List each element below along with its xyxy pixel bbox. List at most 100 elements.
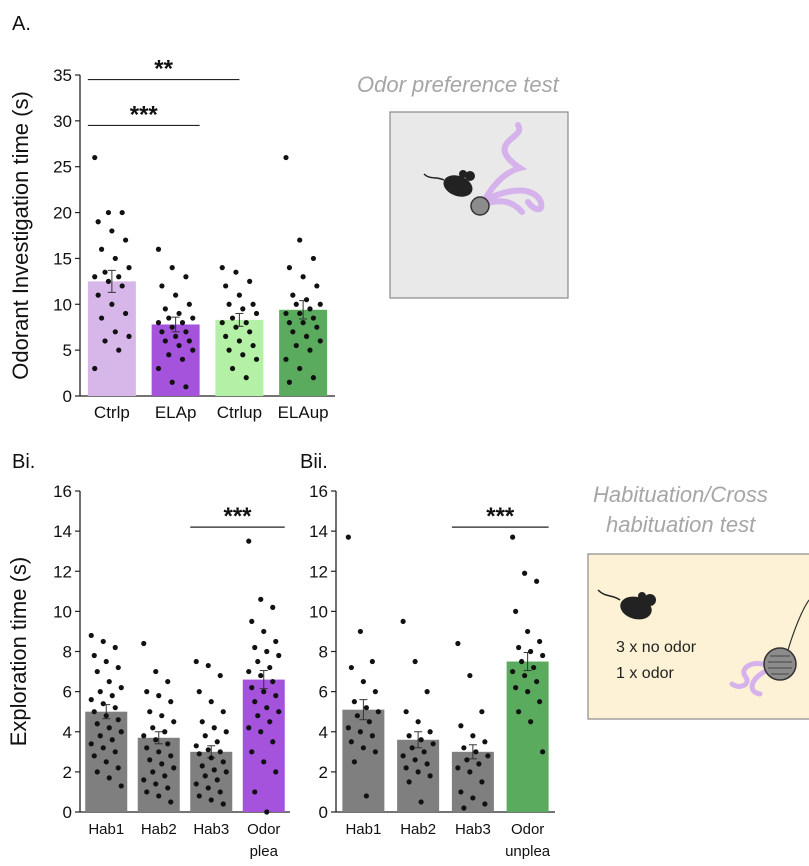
data-point — [153, 781, 159, 787]
data-point — [190, 315, 196, 321]
data-point — [300, 320, 306, 326]
y-tick-label: 0 — [63, 803, 72, 822]
data-point — [360, 678, 366, 685]
hab-line2: 1 x odor — [616, 665, 674, 682]
data-point — [247, 329, 253, 335]
data-point — [461, 745, 467, 751]
x-tick-label: Odor — [511, 821, 544, 838]
y-tick-label: 30 — [53, 112, 72, 131]
data-point — [249, 749, 255, 755]
data-point — [193, 743, 199, 749]
data-point — [540, 652, 546, 659]
data-point — [369, 658, 375, 665]
hab-title-line1: Habituation/Cross — [593, 482, 768, 507]
data-point — [94, 769, 100, 775]
x-tick-label: Hab1 — [88, 821, 124, 838]
data-point — [141, 640, 147, 647]
data-point — [258, 672, 264, 679]
data-point — [240, 306, 246, 312]
data-point — [153, 668, 159, 675]
data-point — [406, 733, 412, 739]
data-point — [297, 237, 303, 243]
data-point — [351, 699, 357, 705]
data-point — [470, 733, 476, 739]
odor-plume-icon-hab — [729, 660, 769, 697]
data-point — [240, 352, 246, 358]
panel-label-bii: Bii. — [300, 451, 328, 473]
data-point — [249, 685, 255, 691]
data-point — [112, 644, 118, 651]
data-point — [220, 709, 226, 715]
bar-odor — [242, 679, 285, 812]
data-point — [310, 375, 317, 381]
bar-hab3 — [451, 751, 494, 812]
data-point — [153, 737, 159, 743]
odor-ball-string — [787, 599, 809, 651]
data-point — [253, 356, 260, 362]
data-point — [196, 793, 202, 799]
data-point — [217, 789, 223, 795]
data-point — [255, 713, 261, 719]
data-point — [528, 719, 534, 725]
data-point — [354, 713, 360, 719]
data-point — [103, 658, 109, 665]
chart-bii: 0 2 4 6 8 10 12 14 16 Hab1 Hab2 Hab3 Odor unplea *** — [309, 482, 555, 860]
data-point — [246, 538, 252, 544]
data-point — [297, 365, 303, 372]
data-point — [100, 701, 106, 707]
data-point — [92, 274, 98, 280]
data-point — [314, 283, 320, 289]
data-point — [229, 315, 236, 321]
data-point — [205, 785, 211, 791]
y-tick-label: 15 — [53, 249, 72, 268]
data-point — [193, 658, 199, 665]
data-point — [236, 338, 242, 344]
data-point — [249, 618, 255, 625]
data-point — [482, 739, 488, 745]
data-point — [91, 652, 97, 659]
data-point — [525, 689, 531, 695]
data-point — [109, 693, 115, 699]
x-tick-sublabel: plea — [250, 843, 279, 860]
data-point — [270, 604, 276, 610]
y-tick-label: 25 — [53, 158, 72, 177]
data-point — [307, 347, 313, 353]
data-point — [406, 779, 412, 785]
data-point — [273, 638, 279, 645]
data-point — [345, 534, 351, 540]
data-point — [155, 246, 162, 252]
data-point — [169, 324, 175, 330]
data-point — [196, 689, 202, 695]
data-point — [458, 723, 464, 729]
data-point — [528, 648, 534, 655]
data-point — [217, 672, 223, 679]
data-point — [105, 209, 112, 216]
data-point — [264, 648, 270, 655]
y-tick-label: 0 — [63, 387, 72, 406]
y-axis-label: Exploration time (s) — [6, 557, 31, 747]
data-point — [186, 338, 192, 344]
data-point — [118, 783, 124, 789]
data-point — [357, 628, 363, 635]
data-point — [223, 333, 229, 339]
data-point — [476, 761, 482, 767]
data-point — [421, 749, 427, 755]
data-point — [100, 745, 106, 751]
data-point — [92, 154, 98, 161]
data-point — [193, 781, 199, 787]
x-tick-sublabel: unplea — [505, 843, 551, 860]
data-point — [303, 333, 310, 339]
data-point — [345, 725, 351, 731]
data-point — [264, 809, 270, 815]
data-point — [214, 739, 220, 745]
data-point — [293, 342, 299, 349]
hab-line1: 3 x no odor — [616, 639, 697, 656]
data-point — [162, 729, 168, 735]
y-tick-label: 4 — [63, 723, 72, 742]
data-point — [176, 310, 182, 317]
data-point — [144, 789, 150, 795]
odor-ball-icon — [470, 196, 490, 216]
data-point — [102, 269, 108, 275]
data-point — [286, 320, 293, 326]
data-point — [366, 719, 372, 725]
